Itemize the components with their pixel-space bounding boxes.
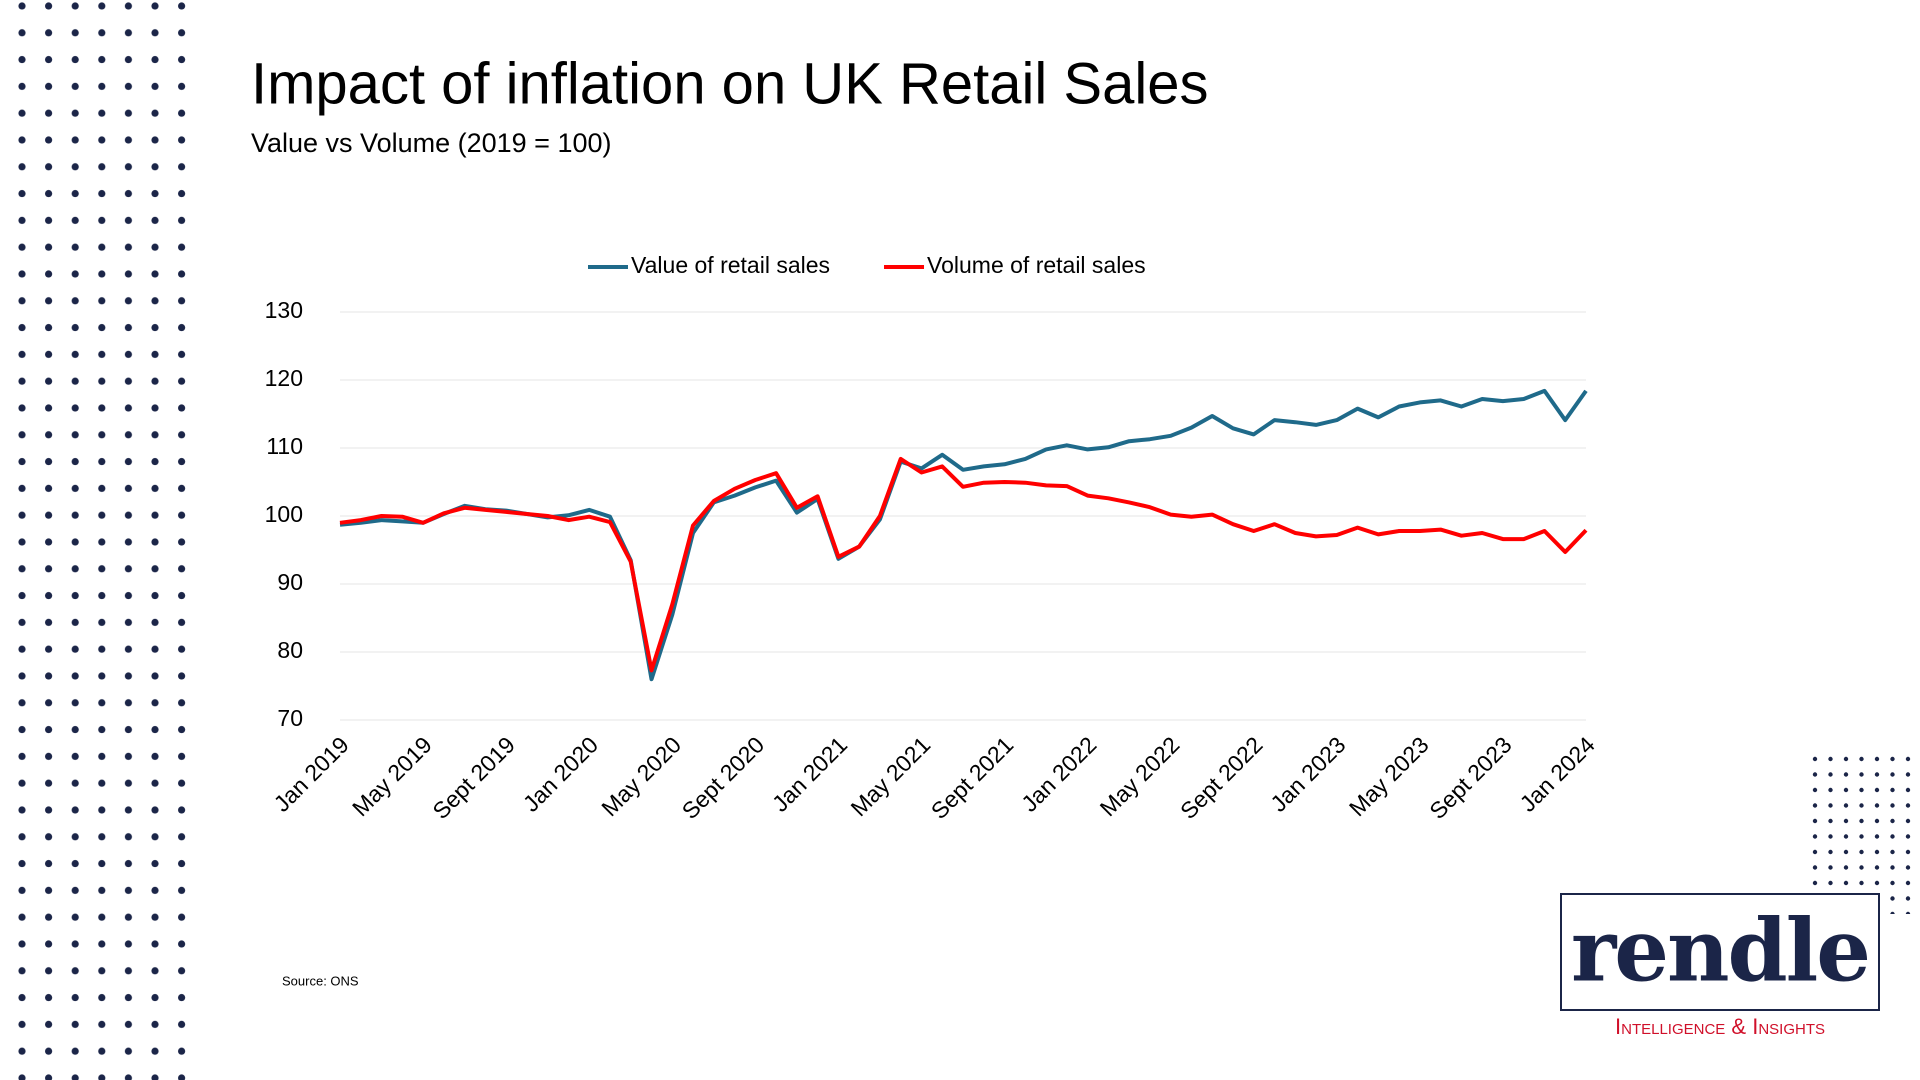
y-tick-label: 120 [265, 365, 303, 391]
chart-subtitle: Value vs Volume (2019 = 100) [251, 128, 611, 158]
dot-pattern [1812, 756, 1912, 914]
logo-box [1560, 893, 1880, 1011]
y-tick-label: 90 [277, 569, 303, 595]
x-tick-label: May 2021 [845, 731, 935, 821]
x-tick-label: Sept 2023 [1424, 731, 1517, 824]
x-tick-label: Sept 2021 [926, 731, 1019, 824]
legend-label: Volume of retail sales [927, 252, 1146, 278]
legend-label: Value of retail sales [631, 252, 830, 278]
logo-name: rendle [1571, 901, 1869, 1002]
y-tick-label: 80 [277, 637, 303, 663]
x-tick-label: Sept 2020 [677, 731, 770, 824]
data-line [339, 388, 1588, 682]
x-tick-label: May 2020 [596, 731, 686, 821]
y-tick-label: 70 [277, 705, 303, 731]
dot-pattern [16, 0, 186, 1080]
data-line [339, 456, 1588, 673]
x-tick-label: Jan 2021 [767, 731, 852, 816]
y-tick-label: 100 [265, 501, 303, 527]
x-tick-label: Jan 2020 [518, 731, 603, 816]
x-tick-label: May 2019 [347, 731, 437, 821]
x-tick-label: May 2022 [1095, 731, 1185, 821]
x-tick-label: May 2023 [1344, 731, 1434, 821]
logo-tagline: Intelligence & Insights [1615, 1014, 1825, 1039]
source-note: Source: ONS [282, 973, 359, 988]
x-tick-label: Jan 2024 [1515, 731, 1600, 816]
chart-title: Impact of inflation on UK Retail Sales [251, 51, 1208, 116]
x-tick-label: Jan 2022 [1016, 731, 1101, 816]
x-tick-label: Jan 2023 [1265, 731, 1350, 816]
x-tick-label: Sept 2022 [1175, 731, 1268, 824]
x-tick-label: Sept 2019 [427, 731, 520, 824]
y-tick-label: 130 [265, 297, 303, 323]
y-tick-label: 110 [266, 433, 303, 459]
x-tick-label: Jan 2019 [269, 731, 354, 816]
